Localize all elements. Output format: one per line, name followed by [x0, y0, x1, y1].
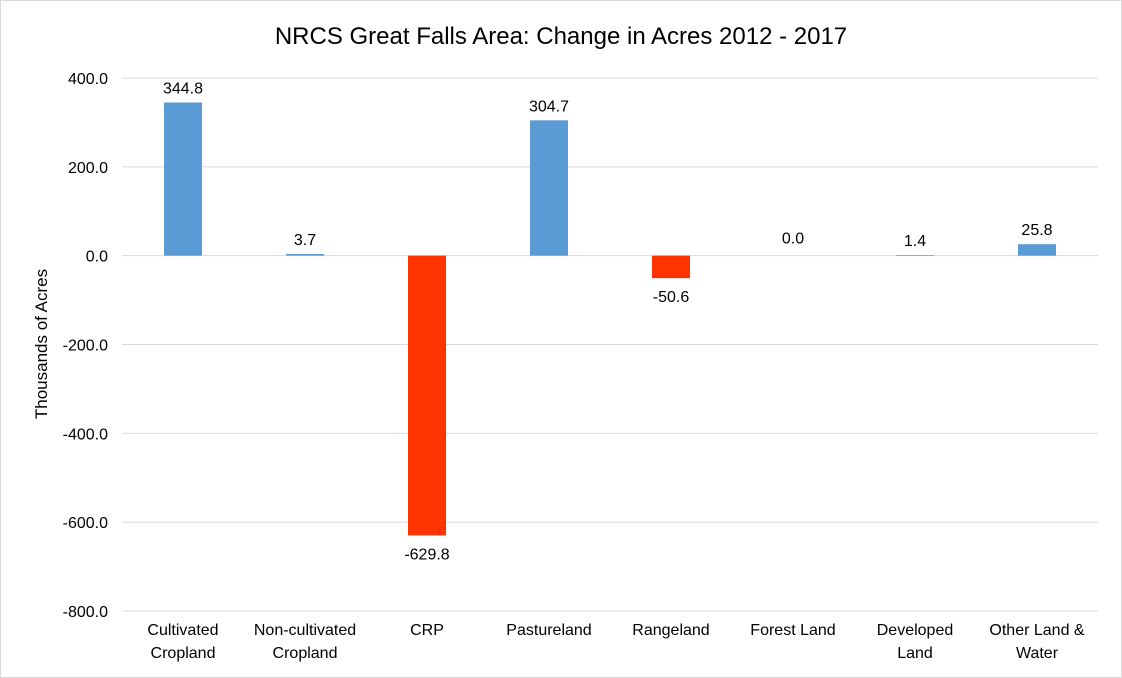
y-axis-ticks: 400.0 200.0 0.0 -200.0 -400.0 -600.0 -800.0 — [63, 71, 108, 621]
data-label: 0.0 — [782, 231, 804, 248]
x-category-label: Cropland — [151, 645, 216, 662]
bar — [408, 255, 446, 536]
bars — [164, 102, 1056, 536]
x-category-label: Cropland — [273, 645, 338, 662]
y-tick-label: -600.0 — [63, 515, 108, 532]
data-label: 25.8 — [1021, 222, 1052, 239]
data-label: 3.7 — [294, 232, 316, 249]
x-category-label: CRP — [410, 622, 444, 639]
gridlines — [122, 77, 1098, 612]
bar — [652, 255, 690, 279]
bar — [530, 120, 568, 256]
bar — [164, 102, 202, 256]
y-axis-label: Thousands of Acres — [32, 269, 51, 419]
data-label: -629.8 — [404, 546, 449, 563]
x-category-label: Land — [897, 645, 933, 662]
x-category-label: Developed — [877, 622, 954, 639]
data-labels: 344.8 3.7 -629.8 304.7 -50.6 0.0 1.4 25.8 — [163, 81, 1053, 564]
y-tick-label: -400.0 — [63, 426, 108, 443]
chart-title: NRCS Great Falls Area: Change in Acres 2… — [275, 23, 847, 50]
x-category-label: Non-cultivated — [254, 622, 356, 639]
y-tick-label: 200.0 — [68, 160, 108, 177]
x-category-label: Pastureland — [506, 622, 591, 639]
bar — [286, 254, 324, 256]
y-tick-label: 0.0 — [86, 249, 108, 266]
bar — [1018, 244, 1056, 256]
data-label: 1.4 — [904, 233, 926, 250]
x-category-label: Rangeland — [632, 622, 709, 639]
x-category-label: Cultivated — [147, 622, 218, 639]
data-label: 344.8 — [163, 81, 203, 98]
x-category-label: Water — [1016, 645, 1059, 662]
x-category-label: Other Land & — [989, 622, 1085, 639]
y-tick-label: -200.0 — [63, 338, 108, 355]
data-label: -50.6 — [653, 289, 690, 306]
x-axis-categories: Cultivated Cropland Non-cultivated Cropland… — [147, 622, 1084, 662]
y-tick-label: -800.0 — [63, 604, 108, 621]
y-tick-label: 400.0 — [68, 71, 108, 88]
data-label: 304.7 — [529, 98, 569, 115]
bar — [896, 255, 934, 256]
x-category-label: Forest Land — [750, 622, 835, 639]
